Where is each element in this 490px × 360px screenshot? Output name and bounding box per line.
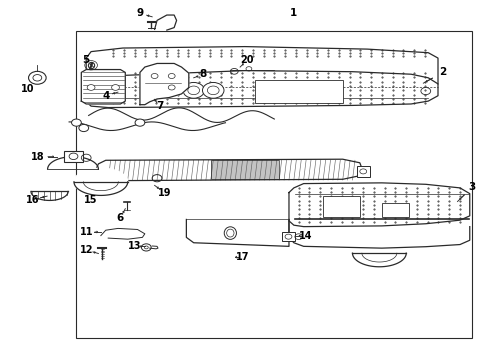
Text: 14: 14: [299, 231, 313, 240]
Text: 12: 12: [79, 245, 93, 255]
Bar: [76, 31, 472, 338]
Polygon shape: [74, 168, 128, 195]
Text: 10: 10: [21, 84, 34, 94]
Circle shape: [151, 73, 158, 78]
Bar: [211, 160, 279, 179]
Text: 5: 5: [83, 55, 90, 65]
Circle shape: [79, 125, 89, 132]
Bar: [357, 166, 369, 177]
Text: 1: 1: [290, 8, 297, 18]
Circle shape: [202, 82, 224, 98]
Polygon shape: [186, 220, 289, 246]
Circle shape: [168, 85, 175, 90]
Text: 6: 6: [117, 213, 124, 222]
Text: 20: 20: [241, 55, 254, 65]
Polygon shape: [81, 69, 125, 104]
Text: 17: 17: [236, 252, 249, 262]
Text: 8: 8: [200, 69, 207, 79]
Polygon shape: [86, 71, 438, 108]
Circle shape: [142, 244, 151, 251]
Text: 18: 18: [30, 152, 44, 162]
Text: 11: 11: [79, 227, 93, 237]
Polygon shape: [155, 15, 176, 30]
Text: 3: 3: [468, 182, 476, 192]
Circle shape: [135, 119, 145, 126]
Ellipse shape: [224, 227, 237, 239]
Polygon shape: [289, 183, 470, 226]
Bar: [382, 203, 409, 217]
Circle shape: [87, 85, 95, 90]
Text: 19: 19: [158, 188, 171, 198]
Bar: [211, 160, 279, 179]
Bar: [323, 196, 360, 217]
Text: 15: 15: [84, 195, 98, 205]
Text: 13: 13: [128, 241, 142, 251]
Bar: [255, 80, 343, 103]
Text: 7: 7: [156, 102, 163, 112]
Circle shape: [168, 73, 175, 78]
Text: 16: 16: [25, 195, 39, 205]
Circle shape: [112, 85, 120, 90]
Text: 2: 2: [439, 67, 446, 77]
Polygon shape: [96, 159, 362, 181]
Circle shape: [72, 119, 81, 126]
Circle shape: [28, 71, 46, 84]
Circle shape: [183, 82, 204, 98]
Ellipse shape: [227, 229, 234, 237]
Text: 9: 9: [136, 8, 144, 18]
Polygon shape: [140, 63, 189, 105]
Bar: [64, 150, 83, 162]
Bar: [282, 232, 295, 241]
Text: 4: 4: [102, 91, 109, 101]
